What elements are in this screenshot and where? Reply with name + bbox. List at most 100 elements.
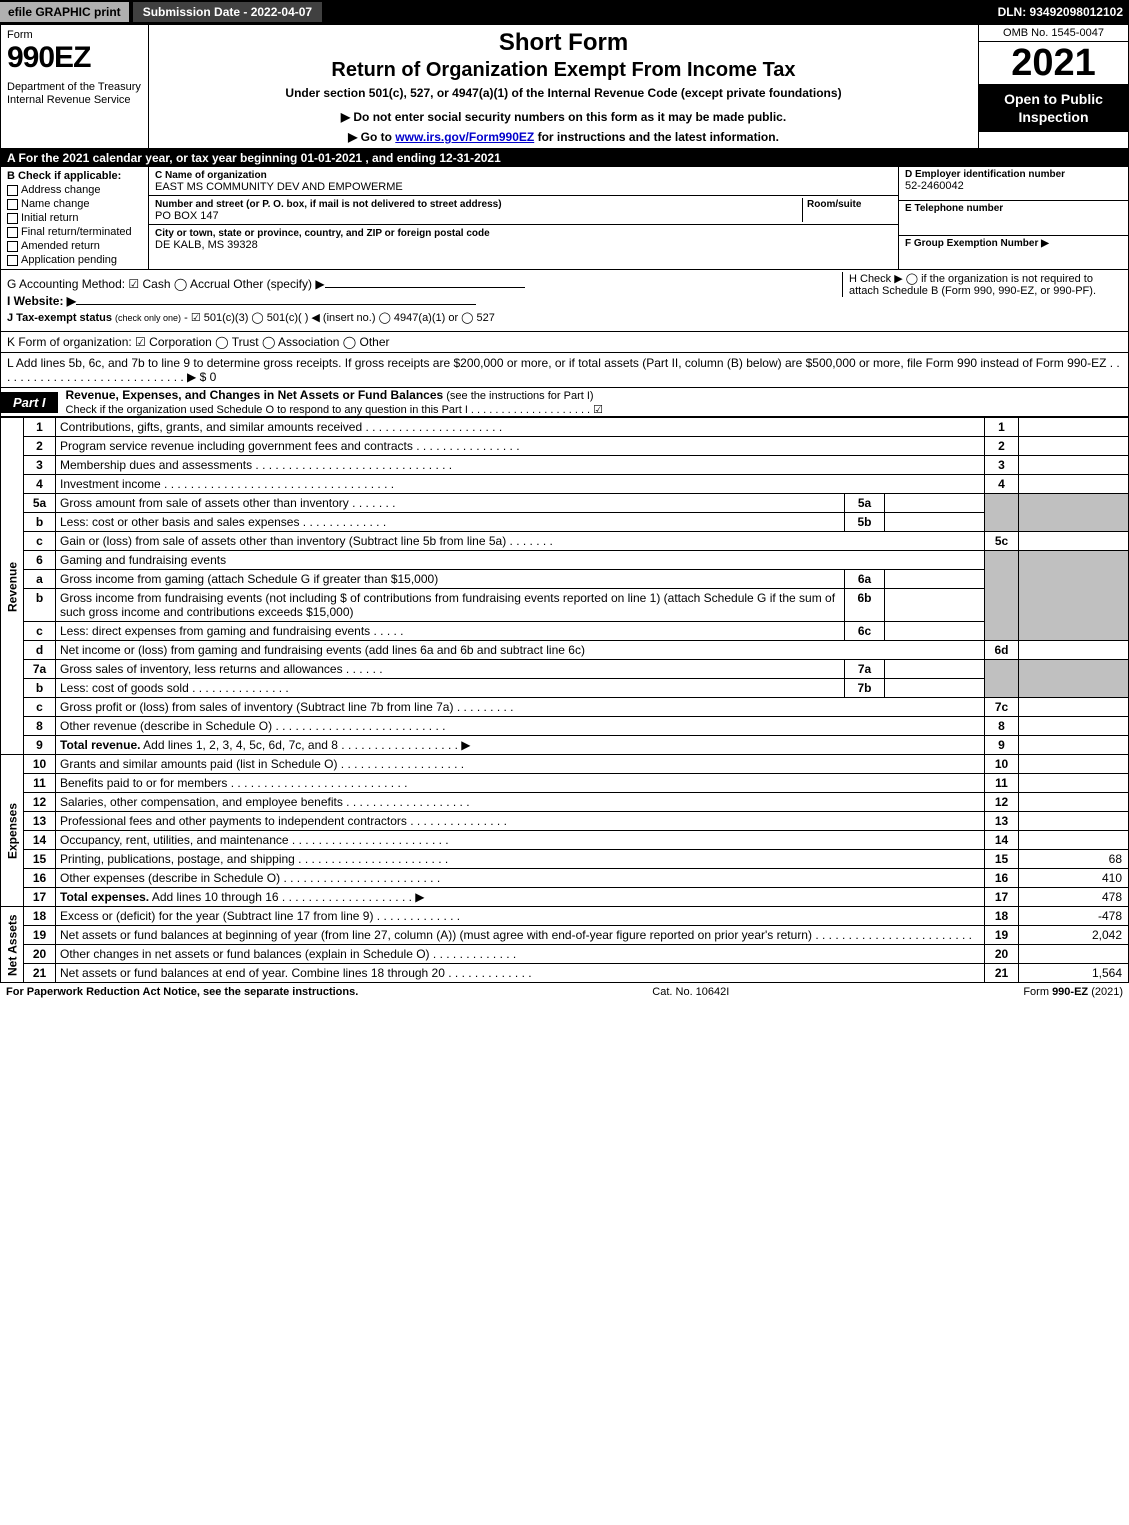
- netassets-vlabel: Net Assets: [1, 907, 24, 983]
- h-box: H Check ▶ ◯ if the organization is not r…: [842, 272, 1122, 297]
- line-1-desc: Contributions, gifts, grants, and simila…: [56, 418, 985, 437]
- dln: DLN: 93492098012102: [998, 5, 1129, 19]
- line-8-desc: Other revenue (describe in Schedule O) .…: [56, 717, 985, 736]
- room-label: Room/suite: [807, 199, 861, 210]
- open-to-public: Open to Public Inspection: [979, 84, 1128, 132]
- chk-application-pending[interactable]: Application pending: [7, 254, 142, 266]
- mid-section: H Check ▶ ◯ if the organization is not r…: [0, 270, 1129, 332]
- submission-date: Submission Date - 2022-04-07: [133, 2, 322, 22]
- line-15-desc: Printing, publications, postage, and shi…: [56, 850, 985, 869]
- line-7a-sub: 7a: [845, 660, 885, 679]
- line-1-val: [1019, 418, 1129, 437]
- address-row: Number and street (or P. O. box, if mail…: [149, 196, 898, 225]
- line-j: J Tax-exempt status (check only one) - ☑…: [7, 311, 1122, 324]
- line-8-val: [1019, 717, 1129, 736]
- chk-final-return[interactable]: Final return/terminated: [7, 226, 142, 238]
- line-6b-desc: Gross income from fundraising events (no…: [56, 589, 845, 622]
- line-17-val: 478: [1019, 888, 1129, 907]
- line-15-val: 68: [1019, 850, 1129, 869]
- line-12-val: [1019, 793, 1129, 812]
- line-14-rnum: 14: [985, 831, 1019, 850]
- line-13-desc: Professional fees and other payments to …: [56, 812, 985, 831]
- part1-title: Revenue, Expenses, and Changes in Net As…: [58, 388, 1128, 416]
- line-6-desc: Gaming and fundraising events: [56, 551, 985, 570]
- city-value: DE KALB, MS 39328: [155, 239, 258, 251]
- footer-left: For Paperwork Reduction Act Notice, see …: [6, 986, 358, 998]
- line-6a-desc: Gross income from gaming (attach Schedul…: [56, 570, 845, 589]
- part1-table: Revenue 1 Contributions, gifts, grants, …: [0, 417, 1129, 983]
- line-5b-desc: Less: cost or other basis and sales expe…: [56, 513, 845, 532]
- line-9-val: [1019, 736, 1129, 755]
- line-21-val: 1,564: [1019, 964, 1129, 983]
- l-section: L Add lines 5b, 6c, and 7b to line 9 to …: [0, 353, 1129, 388]
- ein-value: 52-2460042: [905, 180, 1122, 192]
- chk-address-change[interactable]: Address change: [7, 184, 142, 196]
- line-7a-subval: [885, 660, 985, 679]
- line-4-rnum: 4: [985, 475, 1019, 494]
- goto-note: ▶ Go to www.irs.gov/Form990EZ for instru…: [159, 130, 968, 144]
- line-14-desc: Occupancy, rent, utilities, and maintena…: [56, 831, 985, 850]
- line-15-rnum: 15: [985, 850, 1019, 869]
- line-3-desc: Membership dues and assessments . . . . …: [56, 456, 985, 475]
- line-19-rnum: 19: [985, 926, 1019, 945]
- line-6d-rnum: 6d: [985, 641, 1019, 660]
- line-6c-subval: [885, 622, 985, 641]
- col-c-org-info: C Name of organization EAST MS COMMUNITY…: [149, 167, 898, 269]
- address-value: PO BOX 147: [155, 210, 219, 222]
- ssn-note: ▶ Do not enter social security numbers o…: [159, 110, 968, 124]
- line-6b-sub: 6b: [845, 589, 885, 622]
- ein-label: D Employer identification number: [905, 169, 1122, 180]
- line-21-desc: Net assets or fund balances at end of ye…: [56, 964, 985, 983]
- section-a: A For the 2021 calendar year, or tax yea…: [0, 149, 1129, 167]
- line-1-num: 1: [24, 418, 56, 437]
- group-exemption-label: F Group Exemption Number ▶: [905, 238, 1122, 249]
- address-label: Number and street (or P. O. box, if mail…: [155, 199, 502, 210]
- line-11-desc: Benefits paid to or for members . . . . …: [56, 774, 985, 793]
- department: Department of the Treasury Internal Reve…: [7, 81, 142, 107]
- line-16-rnum: 16: [985, 869, 1019, 888]
- line-5c-rnum: 5c: [985, 532, 1019, 551]
- phone-label: E Telephone number: [905, 203, 1122, 214]
- line-17-desc: Total expenses. Add lines 10 through 16 …: [56, 888, 985, 907]
- line-19-val: 2,042: [1019, 926, 1129, 945]
- efile-print-button[interactable]: efile GRAPHIC print: [0, 2, 129, 22]
- form-word: Form: [7, 29, 142, 41]
- ein-row: D Employer identification number 52-2460…: [899, 167, 1128, 201]
- header-right: OMB No. 1545-0047 2021 Open to Public In…: [978, 25, 1128, 148]
- org-name-label: C Name of organization: [155, 170, 267, 181]
- line-5a-subval: [885, 494, 985, 513]
- line-7c-val: [1019, 698, 1129, 717]
- line-21-rnum: 21: [985, 964, 1019, 983]
- info-grid: B Check if applicable: Address change Na…: [0, 167, 1129, 270]
- footer-right: Form 990-EZ (2021): [1023, 986, 1123, 998]
- line-9-rnum: 9: [985, 736, 1019, 755]
- line-20-val: [1019, 945, 1129, 964]
- short-form-title: Short Form: [159, 29, 968, 57]
- chk-amended-return[interactable]: Amended return: [7, 240, 142, 252]
- top-bar: efile GRAPHIC print Submission Date - 20…: [0, 0, 1129, 24]
- line-2-val: [1019, 437, 1129, 456]
- goto-post: for instructions and the latest informat…: [534, 130, 779, 144]
- line-18-val: -478: [1019, 907, 1129, 926]
- line-7b-desc: Less: cost of goods sold . . . . . . . .…: [56, 679, 845, 698]
- line-2-desc: Program service revenue including govern…: [56, 437, 985, 456]
- line-17-rnum: 17: [985, 888, 1019, 907]
- k-section: K Form of organization: ☑ Corporation ◯ …: [0, 332, 1129, 353]
- chk-name-change[interactable]: Name change: [7, 198, 142, 210]
- line-12-rnum: 12: [985, 793, 1019, 812]
- line-13-val: [1019, 812, 1129, 831]
- line-12-desc: Salaries, other compensation, and employ…: [56, 793, 985, 812]
- line-8-rnum: 8: [985, 717, 1019, 736]
- line-18-rnum: 18: [985, 907, 1019, 926]
- footer-cat: Cat. No. 10642I: [652, 986, 729, 998]
- col-b-checkboxes: B Check if applicable: Address change Na…: [1, 167, 149, 269]
- chk-initial-return[interactable]: Initial return: [7, 212, 142, 224]
- irs-link[interactable]: www.irs.gov/Form990EZ: [395, 130, 534, 144]
- header-left: Form 990EZ Department of the Treasury In…: [1, 25, 149, 148]
- line-20-rnum: 20: [985, 945, 1019, 964]
- phone-row: E Telephone number: [899, 201, 1128, 235]
- line-7c-rnum: 7c: [985, 698, 1019, 717]
- line-16-desc: Other expenses (describe in Schedule O) …: [56, 869, 985, 888]
- form-number: 990EZ: [7, 41, 142, 75]
- line-5c-desc: Gain or (loss) from sale of assets other…: [56, 532, 985, 551]
